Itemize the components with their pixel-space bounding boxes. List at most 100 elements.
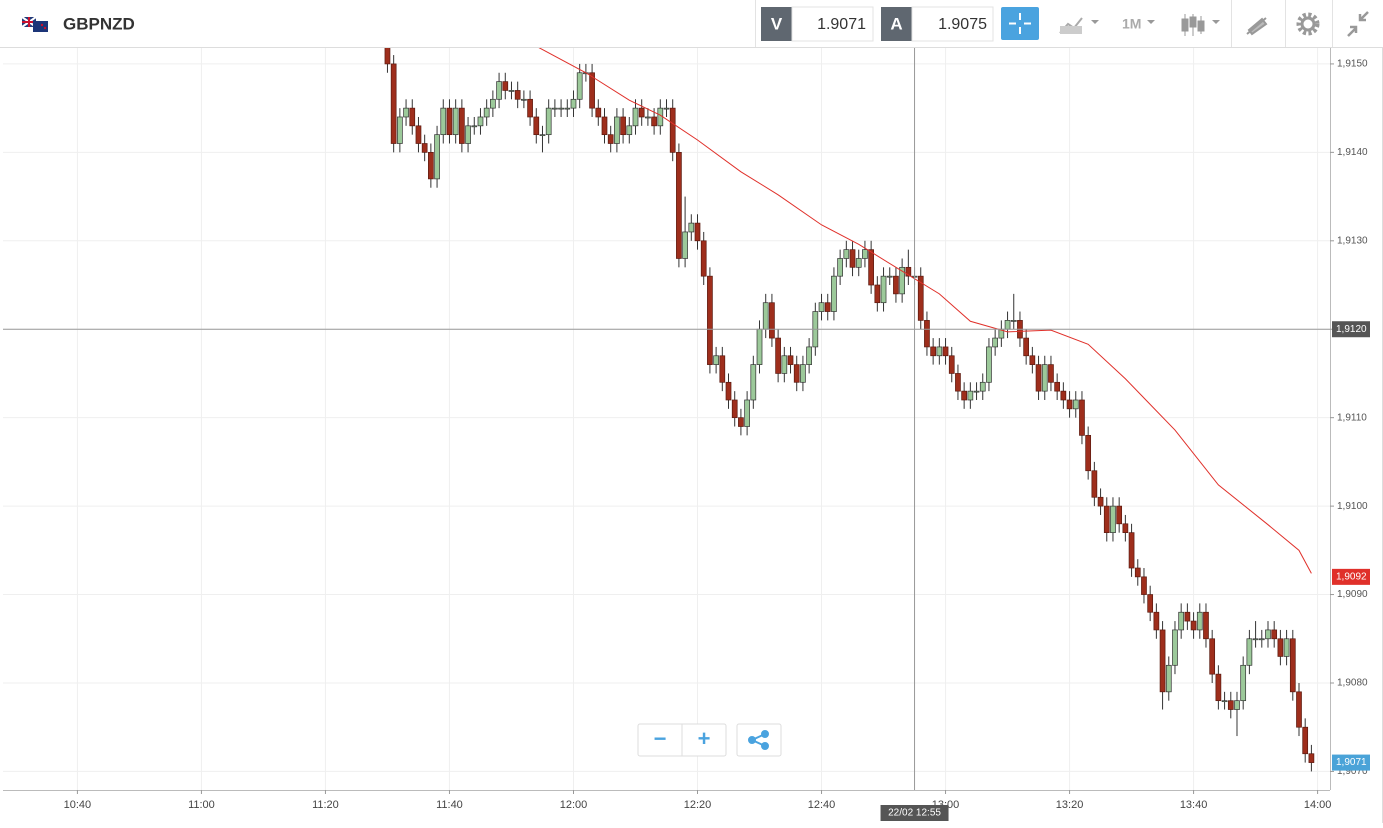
- ma-price-label: 1,9092: [1336, 572, 1367, 583]
- ask-label: A: [890, 14, 902, 33]
- collapse-button[interactable]: [1347, 11, 1369, 37]
- share-button[interactable]: [736, 723, 782, 757]
- candle-body: [1184, 611, 1191, 622]
- candle-body: [533, 116, 540, 136]
- candle-body: [552, 107, 558, 110]
- candle-body: [973, 390, 980, 393]
- candle-body: [986, 346, 992, 383]
- candle-body: [1258, 638, 1265, 641]
- x-tick-label: 10:40: [64, 799, 92, 811]
- crosshair-button[interactable]: [1001, 7, 1039, 40]
- last-price-label: 1,9071: [1336, 757, 1367, 768]
- candle-body: [1308, 753, 1315, 763]
- chart-type-button[interactable]: [1059, 17, 1099, 34]
- candle-body: [824, 302, 831, 312]
- candle-body: [1072, 399, 1079, 410]
- candle-body: [1203, 611, 1209, 640]
- candle-body: [434, 134, 440, 180]
- timeframe[interactable]: 1M: [1122, 16, 1141, 32]
- candle-body: [390, 63, 397, 144]
- candle-body: [1283, 638, 1290, 657]
- candle-body: [483, 107, 490, 118]
- ma-price-badge: [1332, 568, 1370, 585]
- candle-body: [1048, 364, 1054, 383]
- candle-body: [1085, 435, 1092, 472]
- x-tick-label: 12:40: [808, 799, 836, 811]
- crosshair-x-badge: [880, 805, 949, 821]
- candle-body: [595, 107, 602, 118]
- candle-body: [967, 390, 974, 401]
- candle-body: [750, 364, 757, 401]
- candle-body: [1029, 355, 1036, 365]
- candle-body: [955, 373, 961, 392]
- bid-button[interactable]: [761, 7, 792, 41]
- candle-body: [1190, 620, 1197, 631]
- candle-body: [477, 116, 484, 127]
- candle-body: [558, 107, 564, 110]
- candle-body: [440, 107, 447, 136]
- x-tick-label: 13:40: [1180, 799, 1208, 811]
- candle-body: [607, 134, 614, 144]
- candle-body: [1246, 638, 1253, 666]
- candle-body: [1116, 505, 1123, 525]
- x-tick-label: 12:00: [560, 799, 588, 811]
- candle-body: [1066, 399, 1073, 410]
- x-tick-label: 11:00: [188, 799, 215, 811]
- candle-body: [806, 346, 812, 365]
- x-tick-label: 11:20: [312, 799, 339, 811]
- candle-body: [1035, 364, 1042, 392]
- candle-body: [1172, 629, 1178, 666]
- candle-body: [1023, 337, 1030, 357]
- candle-body: [917, 275, 924, 321]
- candle-body: [725, 381, 732, 401]
- candle-body: [1265, 629, 1271, 640]
- candle-body: [657, 107, 664, 127]
- candle-body: [738, 417, 744, 427]
- candle-body: [415, 125, 422, 144]
- bid-box: [791, 6, 874, 42]
- y-tick-label: 1,9090: [1337, 589, 1368, 600]
- ask-button[interactable]: [881, 7, 912, 41]
- settings-button[interactable]: [1296, 12, 1320, 36]
- candle-body: [1289, 638, 1296, 693]
- candle-body: [614, 116, 620, 144]
- candle-body: [1271, 629, 1278, 640]
- flag: [21, 16, 48, 32]
- candle-body: [1196, 611, 1203, 631]
- candle-body: [700, 240, 707, 277]
- zoom-out-button[interactable]: −: [654, 726, 667, 751]
- candle-body: [384, 48, 391, 65]
- x-tick-label: 12:20: [684, 799, 712, 811]
- x-tick-label: 13:20: [1056, 799, 1084, 811]
- candle-body: [1134, 567, 1141, 578]
- candle-body: [1054, 381, 1061, 392]
- draw-tool-button[interactable]: [1246, 17, 1268, 36]
- candle-body: [880, 275, 887, 304]
- candle-style-button[interactable]: [1181, 14, 1220, 36]
- y-tick-label: 1,9070: [1337, 766, 1368, 777]
- candle-body: [731, 399, 738, 419]
- candle-body: [936, 346, 943, 357]
- candle-body: [663, 107, 670, 110]
- zoom-in-button[interactable]: +: [698, 726, 711, 751]
- candle-body: [514, 90, 521, 100]
- candle-body: [769, 302, 775, 339]
- candle-body: [762, 302, 769, 330]
- candle-body: [800, 364, 806, 383]
- candle-body: [645, 116, 651, 119]
- candle-body: [1227, 700, 1234, 710]
- candle-body: [924, 320, 930, 348]
- candle-body: [979, 381, 986, 392]
- candle-body: [1147, 594, 1154, 613]
- candle-body: [1097, 496, 1104, 507]
- candle-body: [397, 116, 403, 144]
- candle-body: [905, 266, 912, 277]
- y-tick-label: 1,9140: [1337, 147, 1368, 158]
- candle-body: [682, 231, 688, 259]
- candle-body: [638, 107, 645, 118]
- plot-area: [3, 48, 1330, 790]
- candle-body: [1178, 611, 1185, 631]
- candle-body: [874, 284, 881, 304]
- candle-body: [632, 107, 639, 127]
